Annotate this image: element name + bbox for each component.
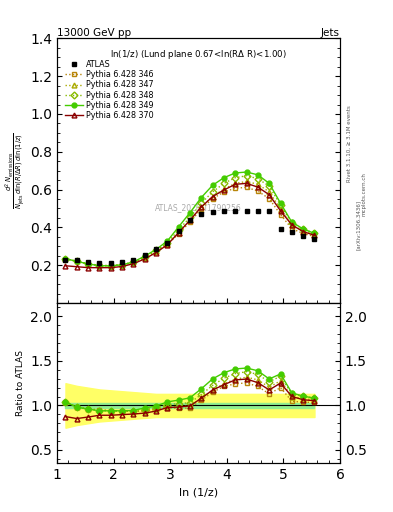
Text: ATLAS_2020_I1790256: ATLAS_2020_I1790256 bbox=[155, 203, 242, 212]
Y-axis label: $\frac{d^2\,N_\mathrm{emissions}}{N_\mathrm{jets}\,d\ln(R/\Delta R)\,d\ln(1/z)}$: $\frac{d^2\,N_\mathrm{emissions}}{N_\mat… bbox=[4, 133, 28, 209]
Text: Jets: Jets bbox=[321, 28, 340, 37]
Legend: ATLAS, Pythia 6.428 346, Pythia 6.428 347, Pythia 6.428 348, Pythia 6.428 349, P: ATLAS, Pythia 6.428 346, Pythia 6.428 34… bbox=[64, 58, 156, 121]
Text: [arXiv:1306.3436]: [arXiv:1306.3436] bbox=[356, 200, 361, 250]
Text: Rivet 3.1.10, ≥ 3.1M events: Rivet 3.1.10, ≥ 3.1M events bbox=[347, 105, 352, 182]
X-axis label: ln (1/z): ln (1/z) bbox=[179, 488, 218, 498]
Text: mcplots.cern.ch: mcplots.cern.ch bbox=[362, 173, 367, 217]
Text: 13000 GeV pp: 13000 GeV pp bbox=[57, 28, 131, 37]
Y-axis label: Ratio to ATLAS: Ratio to ATLAS bbox=[16, 350, 25, 416]
Text: ln(1/z) (Lund plane 0.67<ln(R$\Delta$ R)<1.00): ln(1/z) (Lund plane 0.67<ln(R$\Delta$ R)… bbox=[110, 48, 287, 60]
